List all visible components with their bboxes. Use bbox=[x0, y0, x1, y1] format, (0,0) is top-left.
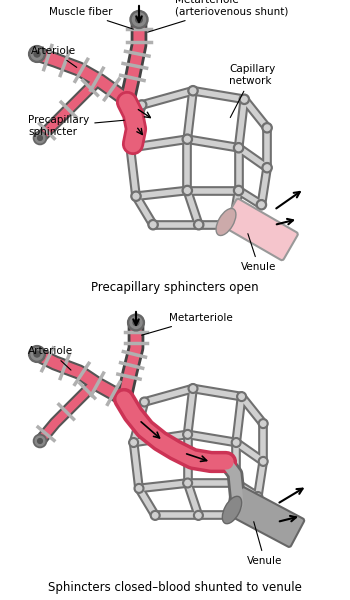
Circle shape bbox=[125, 143, 135, 153]
Circle shape bbox=[33, 434, 47, 448]
Circle shape bbox=[131, 191, 141, 202]
Circle shape bbox=[34, 351, 40, 357]
Circle shape bbox=[258, 457, 268, 466]
Circle shape bbox=[182, 185, 192, 196]
Circle shape bbox=[196, 222, 202, 227]
Text: Venule: Venule bbox=[241, 233, 276, 272]
Circle shape bbox=[134, 484, 144, 493]
Circle shape bbox=[233, 185, 244, 196]
Circle shape bbox=[139, 102, 145, 108]
Circle shape bbox=[262, 122, 272, 133]
FancyBboxPatch shape bbox=[222, 199, 298, 260]
Circle shape bbox=[230, 222, 236, 227]
Circle shape bbox=[133, 193, 139, 199]
Text: Venule: Venule bbox=[247, 521, 282, 566]
Circle shape bbox=[153, 512, 158, 518]
Circle shape bbox=[127, 145, 133, 151]
Circle shape bbox=[183, 478, 193, 488]
Circle shape bbox=[136, 100, 147, 110]
Circle shape bbox=[264, 165, 270, 170]
Circle shape bbox=[185, 432, 190, 437]
Circle shape bbox=[150, 222, 156, 227]
Text: Capillary
network: Capillary network bbox=[229, 64, 275, 118]
Text: Muscle fiber: Muscle fiber bbox=[49, 7, 133, 29]
Circle shape bbox=[140, 397, 149, 407]
Circle shape bbox=[184, 136, 190, 142]
Circle shape bbox=[130, 317, 142, 329]
Circle shape bbox=[253, 491, 262, 502]
Circle shape bbox=[188, 86, 198, 96]
Text: Metarteriole: Metarteriole bbox=[142, 313, 233, 335]
Text: Arteriole: Arteriole bbox=[28, 346, 73, 370]
Circle shape bbox=[190, 88, 196, 94]
Circle shape bbox=[228, 220, 238, 230]
Circle shape bbox=[182, 134, 192, 145]
Circle shape bbox=[194, 220, 204, 230]
Circle shape bbox=[132, 13, 146, 26]
Circle shape bbox=[150, 511, 160, 520]
Text: Precapillary sphincters open: Precapillary sphincters open bbox=[91, 281, 259, 294]
Circle shape bbox=[185, 480, 190, 486]
Circle shape bbox=[233, 440, 239, 445]
Circle shape bbox=[37, 136, 42, 140]
Circle shape bbox=[233, 480, 239, 486]
Circle shape bbox=[239, 394, 244, 400]
Circle shape bbox=[226, 511, 236, 520]
Circle shape bbox=[228, 512, 233, 518]
Circle shape bbox=[133, 319, 139, 325]
Circle shape bbox=[194, 511, 203, 520]
Circle shape bbox=[233, 143, 244, 153]
Circle shape bbox=[37, 439, 42, 443]
Circle shape bbox=[236, 188, 241, 193]
Circle shape bbox=[35, 436, 45, 446]
Ellipse shape bbox=[222, 496, 241, 524]
Circle shape bbox=[236, 145, 241, 151]
Circle shape bbox=[31, 48, 43, 60]
Circle shape bbox=[183, 430, 193, 439]
Circle shape bbox=[264, 125, 270, 131]
Text: Precapillary
sphincter: Precapillary sphincter bbox=[28, 115, 124, 137]
Circle shape bbox=[184, 188, 190, 193]
Text: Arteriole: Arteriole bbox=[31, 46, 77, 67]
Circle shape bbox=[259, 202, 264, 208]
Circle shape bbox=[255, 494, 260, 499]
Circle shape bbox=[136, 16, 142, 23]
Circle shape bbox=[188, 383, 198, 394]
Circle shape bbox=[128, 314, 145, 331]
Circle shape bbox=[131, 440, 136, 445]
Text: Metarteriole
(arteriovenous shunt): Metarteriole (arteriovenous shunt) bbox=[148, 0, 288, 32]
Circle shape bbox=[142, 400, 147, 404]
Ellipse shape bbox=[216, 208, 236, 236]
Circle shape bbox=[262, 163, 272, 173]
Circle shape bbox=[33, 131, 47, 145]
Circle shape bbox=[258, 419, 268, 428]
Circle shape bbox=[29, 46, 46, 62]
Circle shape bbox=[31, 348, 43, 360]
Circle shape bbox=[260, 458, 266, 464]
Circle shape bbox=[241, 97, 247, 102]
Circle shape bbox=[34, 51, 40, 57]
Circle shape bbox=[29, 346, 46, 362]
Circle shape bbox=[130, 10, 148, 28]
Circle shape bbox=[35, 133, 45, 143]
Circle shape bbox=[231, 478, 241, 488]
FancyBboxPatch shape bbox=[228, 487, 304, 547]
Circle shape bbox=[237, 392, 246, 401]
Circle shape bbox=[239, 94, 250, 104]
Circle shape bbox=[231, 437, 241, 448]
Circle shape bbox=[148, 220, 158, 230]
Circle shape bbox=[196, 512, 201, 518]
Circle shape bbox=[256, 200, 267, 210]
Circle shape bbox=[129, 437, 139, 448]
Circle shape bbox=[260, 421, 266, 426]
Text: Sphincters closed–blood shunted to venule: Sphincters closed–blood shunted to venul… bbox=[48, 581, 302, 594]
Circle shape bbox=[190, 386, 196, 391]
Circle shape bbox=[136, 486, 142, 491]
